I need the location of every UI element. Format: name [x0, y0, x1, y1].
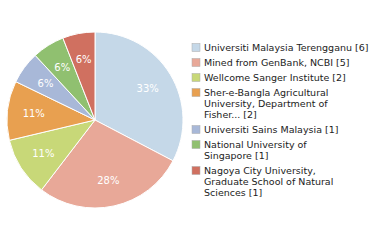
legend-label-line: Universiti Sains Malaysia [1]: [204, 124, 338, 135]
legend-label-line: University, Department of: [204, 98, 328, 109]
legend-label-line: Mined from GenBank, NCBI [5]: [204, 57, 350, 68]
legend-item: National University ofSingapore [1]: [192, 139, 307, 161]
slices: [7, 32, 183, 208]
legend-label: Universiti Malaysia Terengganu [6]: [204, 42, 369, 53]
legend-swatch: [192, 167, 200, 175]
legend-label: Wellcome Sanger Institute [2]: [204, 72, 346, 83]
legend-label-line: Wellcome Sanger Institute [2]: [204, 72, 346, 83]
data-label: 11%: [32, 148, 54, 159]
legend-label-line: Sher-e-Bangla Agricultural: [204, 87, 329, 98]
data-label: 6%: [76, 54, 92, 65]
legend-item: Sher-e-Bangla AgriculturalUniversity, De…: [192, 87, 329, 120]
legend-label-line: Nagoya City University,: [204, 165, 316, 176]
legend-item: Universiti Sains Malaysia [1]: [192, 124, 338, 135]
legend-item: Mined from GenBank, NCBI [5]: [192, 57, 350, 68]
legend-label-line: Sciences [1]: [204, 187, 262, 198]
chart-container: 33%28%11%11%6%6%6%Universiti Malaysia Te…: [0, 0, 380, 240]
legend-item: Universiti Malaysia Terengganu [6]: [192, 42, 369, 53]
chart: 33%28%11%11%6%6%6%Universiti Malaysia Te…: [0, 0, 380, 240]
legend-label: Mined from GenBank, NCBI [5]: [204, 57, 350, 68]
legend-item: Nagoya City University,Graduate School o…: [192, 165, 333, 198]
legend-label: Nagoya City University,Graduate School o…: [204, 165, 333, 198]
legend-label-line: Fisher... [2]: [204, 109, 257, 120]
legend-label: Universiti Sains Malaysia [1]: [204, 124, 338, 135]
legend: Universiti Malaysia Terengganu [6] Mined …: [192, 42, 369, 198]
legend-label: National University ofSingapore [1]: [204, 139, 307, 161]
legend-swatch: [192, 89, 200, 97]
legend-label-line: Universiti Malaysia Terengganu [6]: [204, 42, 369, 53]
legend-label-line: Singapore [1]: [204, 150, 268, 161]
data-label: 6%: [54, 62, 70, 73]
legend-item: Wellcome Sanger Institute [2]: [192, 72, 346, 83]
legend-swatch: [192, 126, 200, 134]
data-label: 28%: [97, 175, 119, 186]
legend-swatch: [192, 44, 200, 52]
legend-label-line: Graduate School of Natural: [204, 176, 333, 187]
data-labels: 33%28%11%11%6%6%6%: [23, 54, 159, 186]
legend-swatch: [192, 74, 200, 82]
legend-label: Sher-e-Bangla AgriculturalUniversity, De…: [204, 87, 329, 120]
pie-slice: [63, 32, 95, 120]
data-label: 33%: [137, 83, 159, 94]
legend-label-line: National University of: [204, 139, 307, 150]
legend-swatch: [192, 141, 200, 149]
data-label: 11%: [23, 108, 45, 119]
legend-swatch: [192, 59, 200, 67]
data-label: 6%: [38, 78, 54, 89]
